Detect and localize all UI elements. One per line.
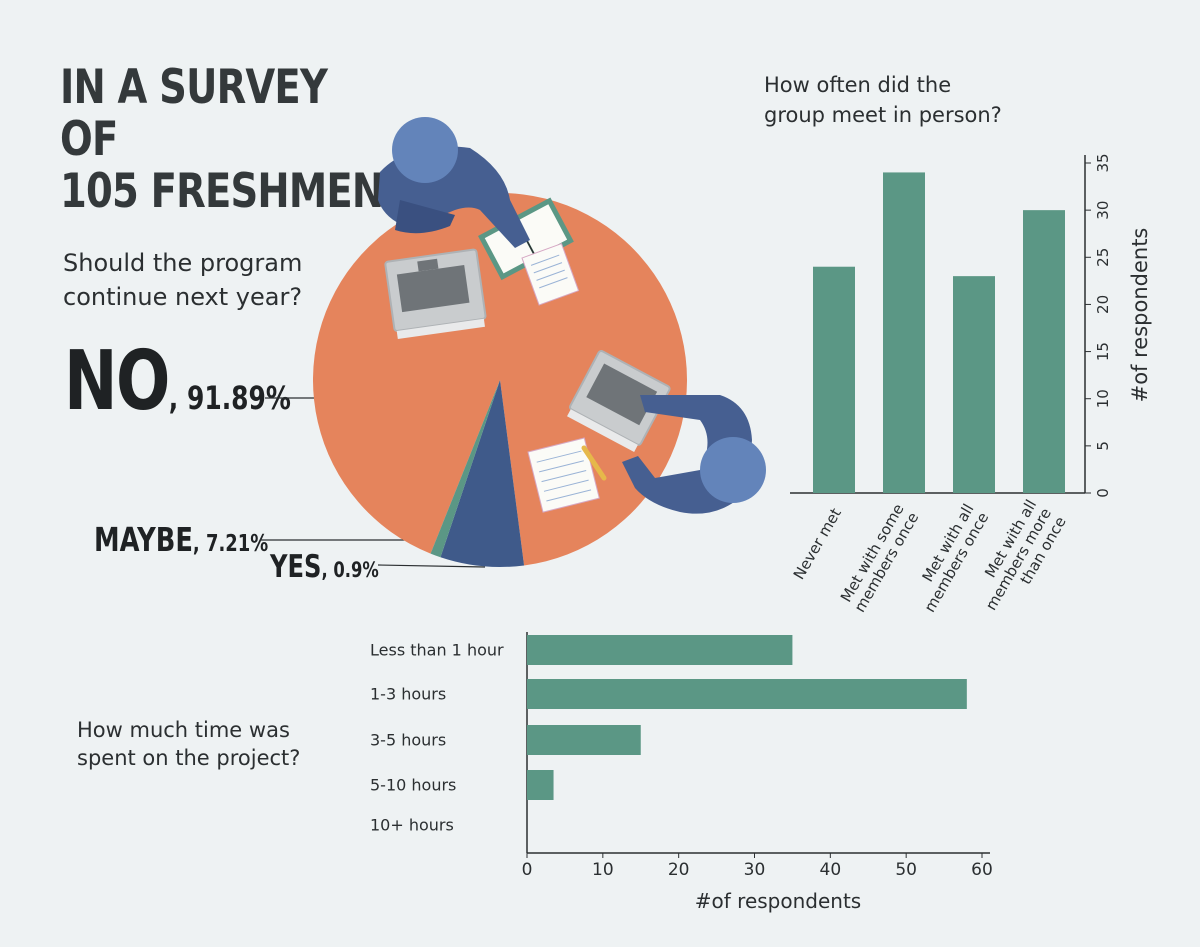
- bar-time-2: [527, 725, 641, 755]
- question-continue-line-2: continue next year?: [63, 283, 303, 311]
- bar-meet-1: [883, 172, 925, 493]
- y-tick-label: 35: [1094, 153, 1112, 172]
- person-icon: [622, 395, 766, 514]
- pie-slice-maybe: [440, 380, 525, 567]
- notepad-icon: [521, 242, 580, 306]
- x-axis-label: #of respondents: [695, 889, 861, 913]
- pie-label-yes-pct: , 0.9%: [321, 558, 379, 582]
- leader-line-yes: [377, 564, 486, 568]
- y-tick-label: 10+ hours: [370, 816, 454, 835]
- bar-time-0: [527, 635, 793, 665]
- y-tick-label: 20: [1094, 295, 1112, 314]
- x-tick-label: 50: [895, 860, 917, 880]
- pie-label-yes: YES, 0.9%: [270, 548, 379, 589]
- x-tick-label: 40: [820, 860, 842, 880]
- y-tick-label: 25: [1094, 248, 1112, 267]
- y-tick-label: 1-3 hours: [370, 685, 446, 704]
- y-tick-label: 5-10 hours: [370, 776, 456, 795]
- bar-time-3: [527, 770, 554, 800]
- time-bar-chart: 0 10 20 30 40 50 60 #of respondents Less than 1 …: [370, 632, 993, 913]
- pie-label-maybe-pct: , 7.21%: [192, 531, 269, 557]
- x-tick-label: Met with somemembers once: [836, 501, 922, 616]
- bar-meet-0: [813, 266, 855, 493]
- question-time-line-1: How much time was: [77, 718, 290, 742]
- pie-label-yes-word: YES: [270, 549, 322, 585]
- pie-label-maybe-word: MAYBE: [94, 520, 193, 559]
- page-title: IN A SURVEY OF 105 FRESHMEN: [60, 62, 388, 218]
- x-tick-label: 60: [971, 860, 993, 880]
- pie-slice-yes: [430, 380, 500, 558]
- question-meet: How often did the group meet in person?: [764, 70, 1002, 130]
- question-time-line-2: spent on the project?: [77, 746, 301, 770]
- x-tick-label: Never met: [790, 505, 845, 583]
- bar-time-1: [527, 679, 967, 709]
- meet-bar-chart: 0 5 10 15 20 25 30 35 #of respondents Never metMe…: [790, 153, 1152, 616]
- bar-meet-3: [1023, 210, 1065, 493]
- y-tick-label: 10: [1094, 389, 1112, 408]
- y-axis-label: #of respondents: [1128, 228, 1152, 403]
- y-tick-label: 0: [1094, 488, 1112, 498]
- y-tick-label: 15: [1094, 342, 1112, 361]
- pie-label-no-word: NO: [64, 334, 170, 429]
- question-meet-line-2: group meet in person?: [764, 103, 1002, 127]
- laptop-icon: [384, 248, 487, 339]
- x-tick-label: 30: [744, 860, 766, 880]
- y-tick-label: Less than 1 hour: [370, 641, 504, 660]
- question-continue: Should the program continue next year?: [63, 246, 302, 314]
- y-tick-label: 30: [1094, 201, 1112, 220]
- y-tick-label: 3-5 hours: [370, 731, 446, 750]
- title-line-2: 105 FRESHMEN: [60, 164, 384, 219]
- notepad-icon: [527, 437, 600, 513]
- laptop-icon: [567, 350, 671, 452]
- x-tick-label: 20: [668, 860, 690, 880]
- pie-label-maybe: MAYBE, 7.21%: [94, 520, 268, 564]
- y-tick-label: 5: [1094, 441, 1112, 451]
- bar-meet-2: [953, 276, 995, 493]
- person-icon: [378, 117, 530, 248]
- question-time: How much time was spent on the project?: [77, 716, 300, 772]
- x-tick-label: 0: [522, 860, 533, 880]
- question-continue-line-1: Should the program: [63, 249, 303, 277]
- title-line-1: IN A SURVEY OF: [60, 60, 328, 167]
- question-meet-line-1: How often did the: [764, 73, 952, 97]
- x-tick-label: 10: [592, 860, 614, 880]
- pencil-icon: [581, 445, 607, 481]
